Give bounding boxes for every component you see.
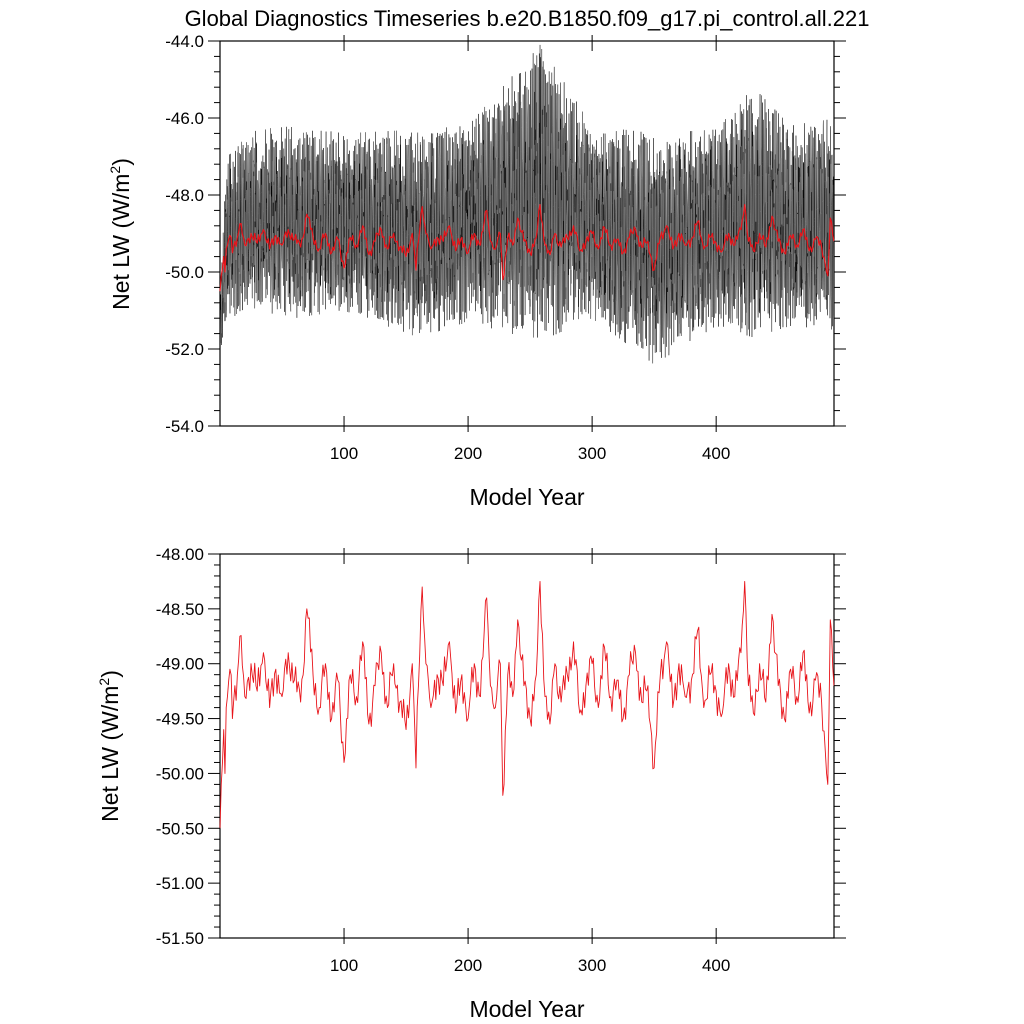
axis-ticks-bottom	[208, 548, 846, 944]
y-tick-label: -48.0	[165, 186, 204, 205]
y-tick-label: -49.00	[156, 655, 204, 674]
y-axis-title-sup: 2	[96, 678, 112, 686]
chart-title: Global Diagnostics Timeseries b.e20.B185…	[185, 6, 870, 31]
x-tick-label: 300	[578, 956, 606, 975]
axis-ticks-top	[208, 35, 846, 432]
series-monthly	[219, 44, 834, 364]
y-tick-labels-top: -54.0 -52.0 -50.0 -48.0 -46.0 -44.0	[165, 32, 204, 436]
y-tick-label: -51.00	[156, 874, 204, 893]
y-tick-label: -50.50	[156, 819, 204, 838]
x-axis-title-bottom: Model Year	[469, 996, 584, 1022]
y-tick-label: -48.50	[156, 600, 204, 619]
x-tick-label: 200	[454, 444, 482, 463]
y-tick-label: -48.00	[156, 545, 204, 564]
y-axis-title-top: Net LW (W/m2)	[107, 158, 134, 310]
y-axis-title-main: Net LW (W/m	[108, 174, 134, 310]
series-annual-zoom	[219, 580, 835, 829]
annual-line	[219, 204, 835, 292]
y-tick-label: -52.0	[165, 340, 204, 359]
x-tick-label: 100	[330, 444, 358, 463]
y-tick-label: -50.0	[165, 263, 204, 282]
panel-bottom-annual: -51.50 -51.00 -50.50 -50.00 -49.50 -49.00 -48.…	[96, 545, 846, 1022]
y-tick-label: -49.50	[156, 710, 204, 729]
annual-line	[219, 580, 835, 829]
x-tick-label: 400	[702, 956, 730, 975]
panel-top-monthly-annual: -54.0 -52.0 -50.0 -48.0 -46.0 -44.0 100 200 300…	[107, 32, 846, 510]
y-axis-title-close: )	[97, 670, 123, 678]
x-tick-label: 200	[454, 956, 482, 975]
y-tick-label: -50.00	[156, 764, 204, 783]
y-tick-label: -54.0	[165, 417, 204, 436]
y-axis-title-main: Net LW (W/m	[97, 686, 123, 822]
y-tick-labels-bottom: -51.50 -51.00 -50.50 -50.00 -49.50 -49.00 -48.…	[156, 545, 204, 948]
plot-area-bottom	[219, 553, 835, 939]
x-tick-label: 300	[578, 444, 606, 463]
y-axis-title-close: )	[108, 158, 134, 166]
y-axis-title-sup: 2	[107, 166, 123, 174]
x-tick-label: 100	[330, 956, 358, 975]
series-annual	[219, 204, 835, 292]
plot-area-top	[219, 40, 835, 427]
x-tick-label: 400	[702, 444, 730, 463]
x-tick-labels-bottom: 100 200 300 400	[330, 956, 730, 975]
y-tick-label: -51.50	[156, 929, 204, 948]
y-tick-label: -44.0	[165, 32, 204, 51]
x-axis-title-top: Model Year	[469, 484, 584, 510]
monthly-line	[219, 49, 834, 364]
y-axis-title-bottom: Net LW (W/m2)	[96, 670, 123, 822]
y-tick-label: -46.0	[165, 109, 204, 128]
x-tick-labels-top: 100 200 300 400	[330, 444, 730, 463]
